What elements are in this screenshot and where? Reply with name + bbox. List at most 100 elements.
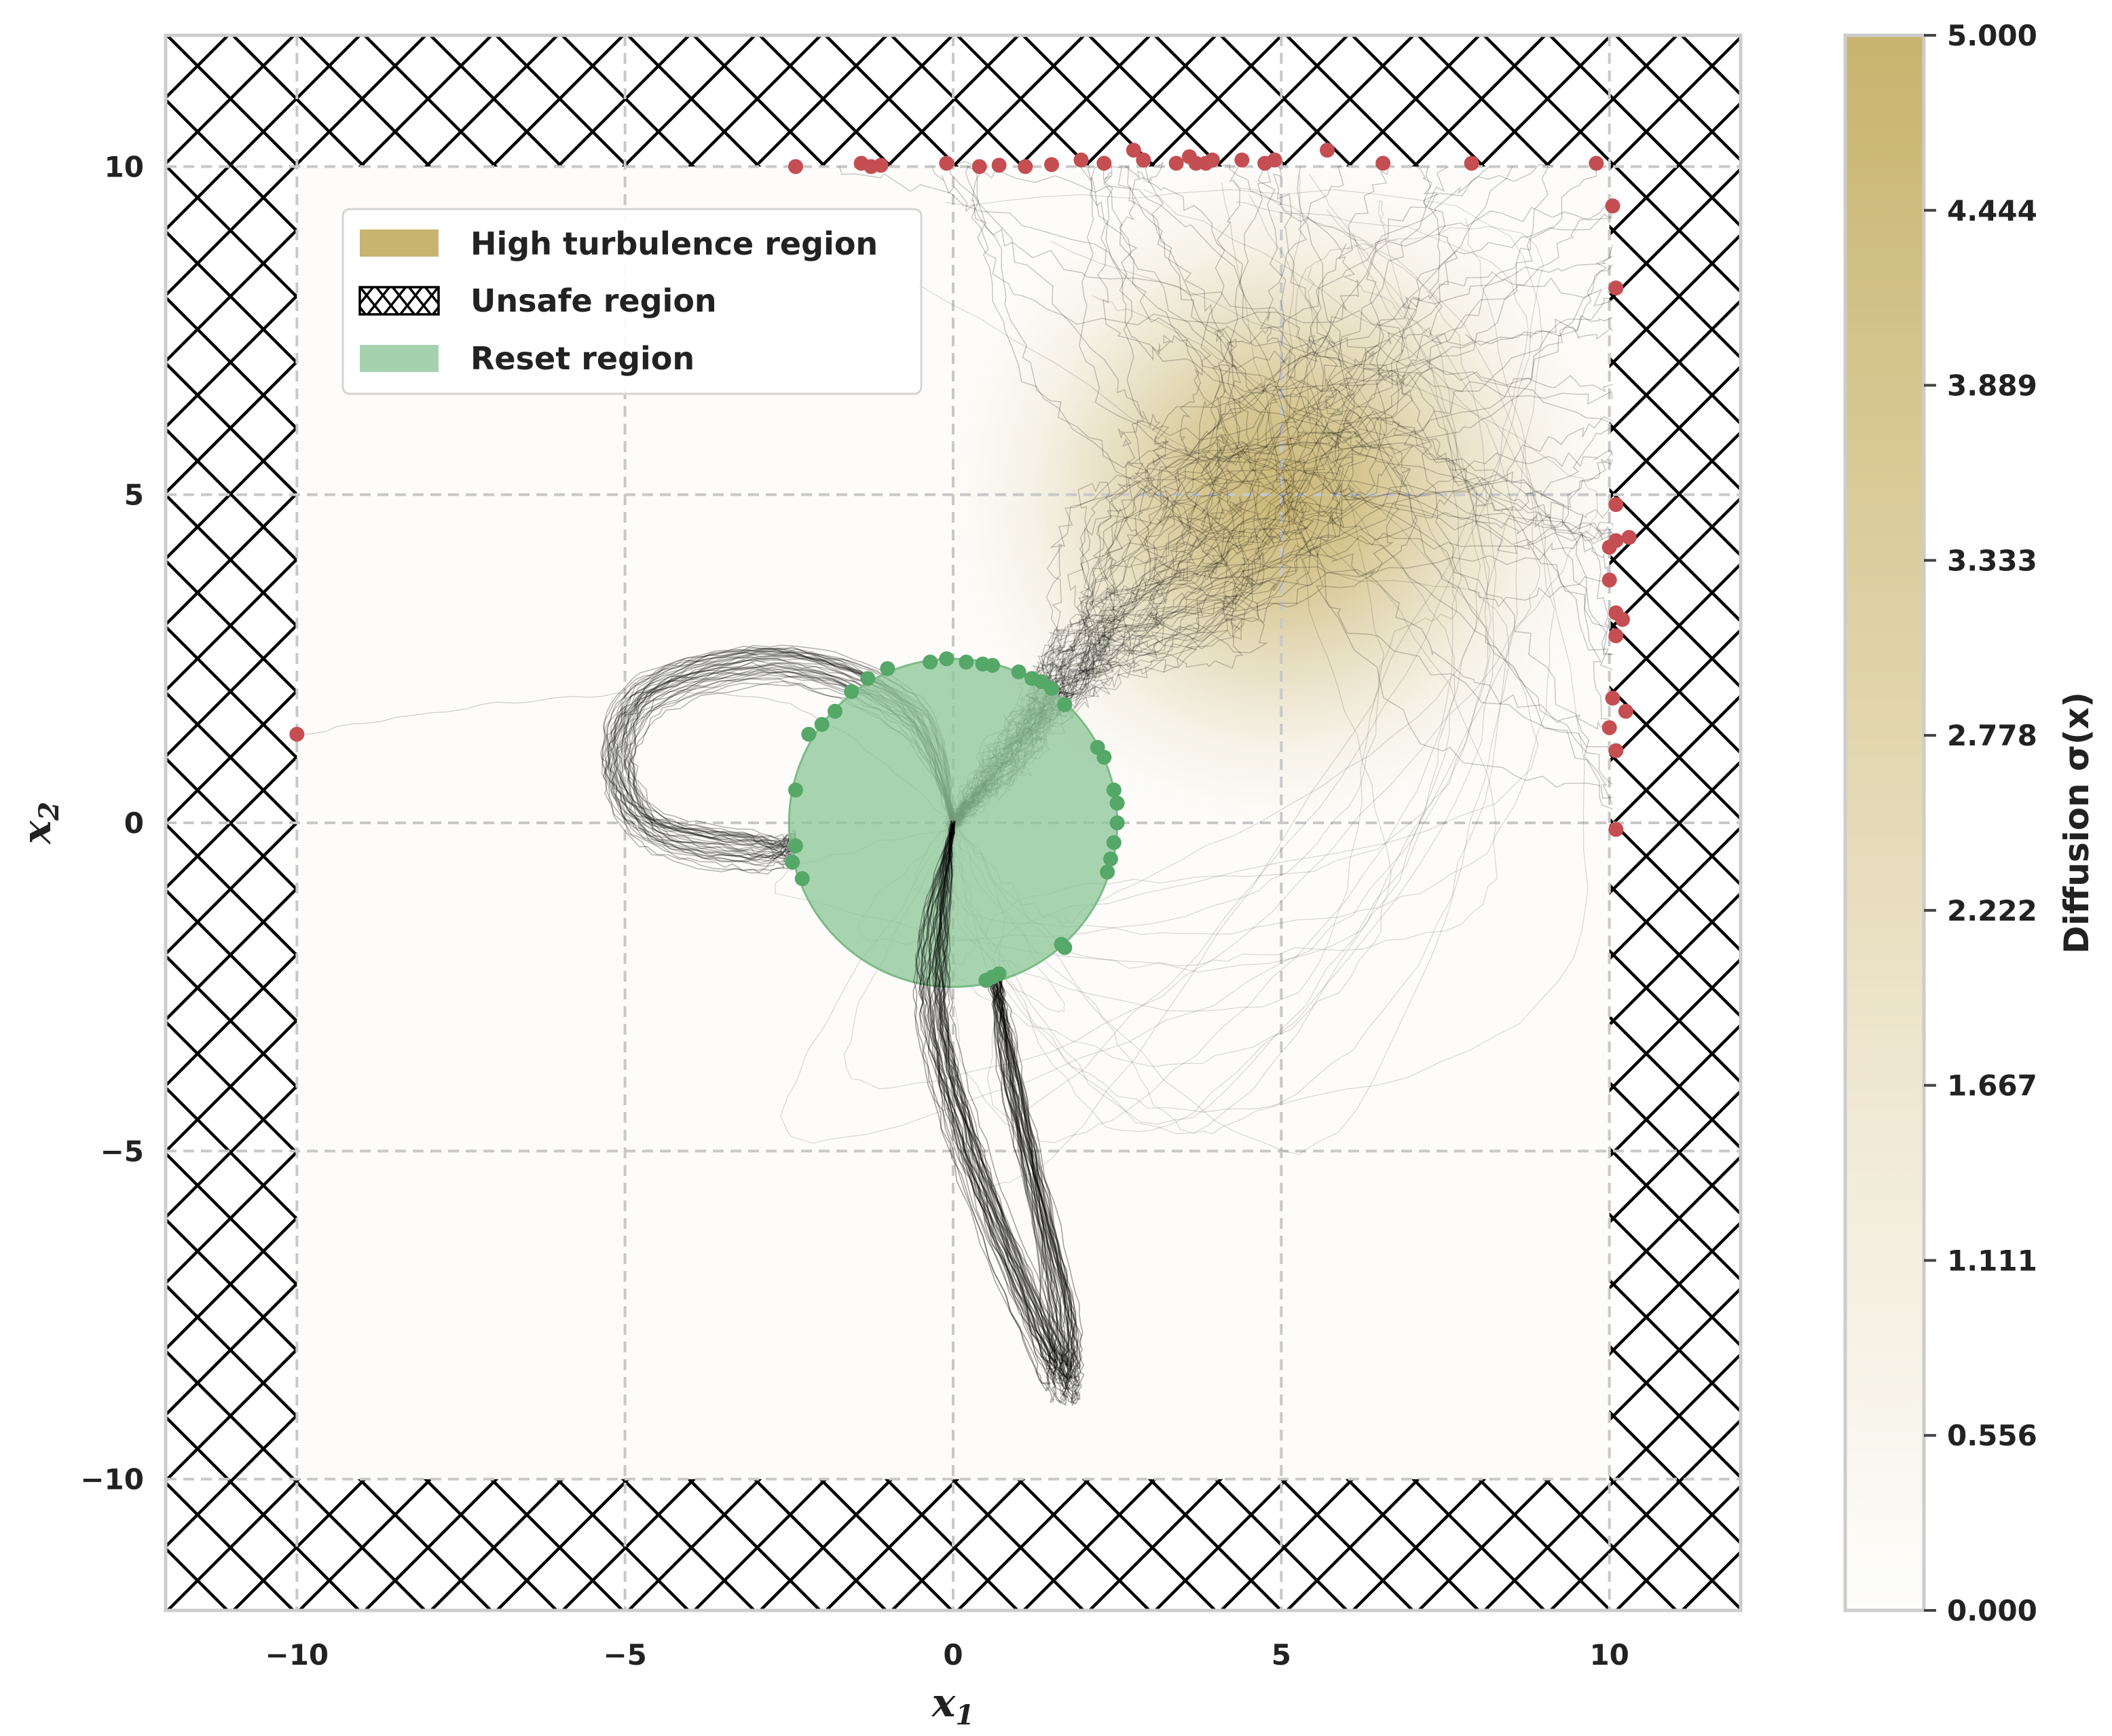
data-point-unsafe — [1136, 152, 1151, 168]
trajectory — [930, 820, 1069, 1406]
legend: High turbulence region Unsafe region Res… — [341, 208, 923, 395]
legend-box — [341, 208, 923, 395]
data-point-unsafe — [1168, 155, 1184, 171]
trajectory — [940, 821, 1077, 1402]
colorbar-tick-label: 2.778 — [1947, 719, 2037, 752]
trajectory — [938, 201, 1529, 1187]
x-tick-label: 10 — [1589, 1638, 1629, 1672]
data-point-reset — [1103, 851, 1118, 867]
data-point-unsafe — [1096, 155, 1112, 171]
trajectory — [946, 824, 1085, 1401]
colorbar-ticks: 0.000 0.556 1.111 1.667 2.222 2.778 3.333 3.889… — [1924, 19, 2037, 1627]
data-point-reset — [844, 684, 859, 699]
data-point-reset — [788, 782, 803, 798]
legend-swatch-reset — [360, 345, 439, 372]
trajectory — [934, 823, 1073, 1379]
data-point-unsafe — [1601, 572, 1617, 588]
data-point-unsafe — [1234, 152, 1250, 168]
colorbar-tick-label: 4.444 — [1947, 194, 2037, 227]
data-point-unsafe — [1608, 280, 1624, 296]
trajectory — [933, 821, 1070, 1403]
trajectory — [925, 824, 1064, 1375]
y-tick-label: 5 — [124, 479, 144, 512]
data-point-unsafe — [991, 158, 1007, 173]
legend-label-turbulence: High turbulence region — [470, 225, 878, 262]
colorbar-tick-label: 3.889 — [1947, 369, 2037, 403]
trajectory — [775, 189, 1543, 973]
data-point-reset — [1109, 796, 1125, 811]
data-point-reset — [959, 654, 974, 670]
colorbar-tick-label: 0.000 — [1947, 1594, 2037, 1627]
trajectory — [926, 823, 1064, 1386]
data-point-reset — [785, 855, 800, 870]
data-point-reset — [1044, 680, 1059, 696]
trajectory — [940, 821, 1079, 1406]
trajectory — [934, 821, 1073, 1380]
data-point-unsafe — [1608, 497, 1624, 513]
data-point-reset — [1106, 782, 1122, 798]
trajectory — [921, 824, 1061, 1364]
data-point-reset — [1109, 815, 1125, 830]
data-point-unsafe — [971, 159, 987, 174]
y-axis-ticks: −10 −5 0 5 10 — [80, 150, 144, 1496]
data-point-unsafe — [1267, 152, 1282, 168]
data-point-unsafe — [1126, 143, 1141, 158]
trajectory — [948, 284, 1462, 1143]
colorbar: 0.000 0.556 1.111 1.667 2.222 2.778 3.333 3.889… — [1843, 19, 2096, 1627]
data-point-unsafe — [1601, 720, 1617, 735]
data-point-reset — [860, 671, 876, 686]
trajectory — [920, 824, 1058, 1363]
colorbar-title: Diffusion σ(x) — [2057, 692, 2096, 954]
trajectory — [942, 824, 1081, 1383]
trajectory — [953, 189, 1518, 1134]
trajectory — [928, 820, 1067, 1365]
data-point-reset — [1011, 664, 1026, 680]
data-point-unsafe — [1601, 540, 1617, 555]
trajectory — [942, 820, 1081, 1389]
trajectories-over-reset — [912, 820, 1085, 1406]
data-point-reset — [814, 717, 830, 732]
data-point-unsafe — [1375, 155, 1391, 171]
trajectory — [942, 820, 1080, 1400]
plot-area: −10 −5 0 5 10 −10 −5 0 5 10 x1 x2 — [14, 33, 1743, 1731]
trajectory — [843, 240, 1598, 1090]
data-point-unsafe — [1605, 198, 1620, 214]
colorbar-tick-label: 3.333 — [1947, 544, 2037, 577]
trajectory — [933, 822, 1073, 1384]
trajectory — [940, 823, 1079, 1380]
data-point-unsafe — [873, 158, 889, 173]
data-point-reset — [978, 973, 994, 988]
y-tick-label: 0 — [124, 807, 144, 840]
data-point-unsafe — [1608, 628, 1624, 644]
data-point-unsafe — [1621, 530, 1637, 545]
plot-frame — [164, 33, 1743, 1612]
x-axis-ticks: −10 −5 0 5 10 — [265, 1638, 1629, 1672]
trajectory — [936, 823, 1073, 1390]
legend-swatch-turbulence — [360, 229, 439, 257]
data-point-unsafe — [1618, 703, 1633, 719]
x-axis-title: x1 — [931, 1680, 974, 1731]
data-point-reset — [923, 654, 938, 670]
trajectory — [938, 823, 1075, 1363]
data-point-unsafe — [1320, 143, 1335, 158]
y-tick-label: −10 — [80, 1463, 144, 1496]
data-point-reset — [1100, 864, 1115, 880]
trajectory — [926, 823, 1064, 1380]
y-axis-title: x2 — [14, 802, 65, 845]
data-point-unsafe — [1589, 155, 1604, 171]
data-point-reset — [1057, 940, 1073, 955]
data-point-unsafe — [1073, 152, 1089, 168]
data-point-reset — [801, 726, 817, 742]
trajectory — [944, 824, 1080, 1405]
data-point-reset — [985, 658, 1000, 673]
data-point-reset — [880, 661, 895, 676]
x-tick-label: −5 — [603, 1638, 646, 1672]
trajectory — [919, 822, 1057, 1385]
trajectory — [931, 822, 1071, 1367]
data-point-unsafe — [1615, 612, 1630, 627]
data-point-reset — [1106, 835, 1122, 850]
trajectory — [927, 824, 1066, 1404]
colorbar-tick-label: 0.556 — [1947, 1419, 2037, 1452]
data-point-reset — [991, 966, 1007, 982]
